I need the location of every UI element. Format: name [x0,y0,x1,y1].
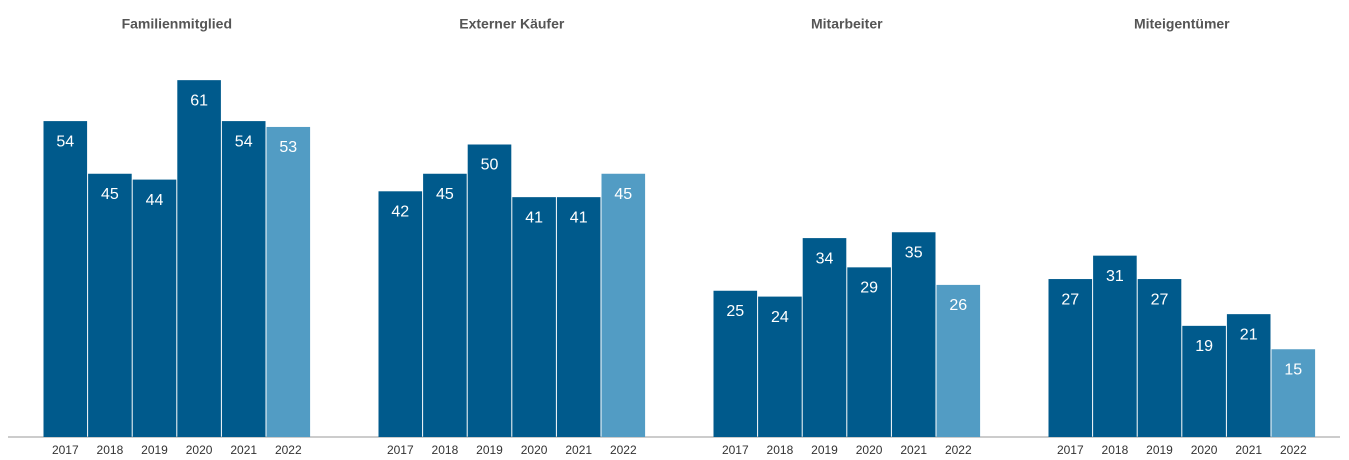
data-label: 53 [279,139,297,156]
x-tick-label: 2022 [945,443,972,457]
bar [936,284,981,437]
data-label: 54 [235,133,253,150]
x-tick-label: 2017 [1057,443,1084,457]
x-tick-label: 2018 [432,443,459,457]
bar [43,121,88,437]
x-tick-label: 2022 [1280,443,1307,457]
data-label: 45 [614,186,632,203]
x-tick-label: 2021 [1235,443,1262,457]
bar [221,121,266,437]
bar [177,80,221,438]
data-label: 29 [860,280,878,297]
data-label: 45 [436,186,454,203]
bar [88,173,132,437]
x-tick-label: 2021 [900,443,927,457]
bar [847,267,891,437]
bar [1182,325,1226,437]
bar [266,126,311,437]
x-tick-label: 2018 [767,443,794,457]
data-label: 61 [190,92,208,109]
bar [1093,255,1137,437]
data-label: 45 [101,186,119,203]
data-label: 44 [146,192,164,209]
bar [556,197,601,437]
x-tick-label: 2019 [811,443,838,457]
x-tick-label: 2017 [52,443,79,457]
data-label: 26 [949,297,967,314]
x-tick-label: 2021 [230,443,257,457]
x-tick-label: 2017 [387,443,414,457]
x-tick-label: 2020 [186,443,213,457]
bar [1137,279,1182,437]
data-label: 34 [816,250,834,267]
chart-title: Mitarbeiter [811,16,883,32]
x-tick-label: 2019 [1146,443,1173,457]
data-label: 41 [570,209,588,226]
x-tick-label: 2019 [476,443,503,457]
bar [132,179,177,437]
data-label: 35 [905,244,923,261]
x-tick-label: 2021 [565,443,592,457]
data-label: 42 [391,204,409,221]
data-label: 27 [1151,291,1169,308]
x-tick-label: 2018 [97,443,124,457]
data-label: 15 [1284,361,1302,378]
data-label: 54 [56,133,74,150]
bar [802,238,847,437]
bar [1226,314,1271,437]
x-tick-label: 2020 [521,443,548,457]
x-tick-label: 2018 [1102,443,1129,457]
chart-title: Familienmitglied [122,16,232,32]
bar [467,144,512,437]
bar [1271,349,1316,437]
data-label: 31 [1106,268,1124,285]
x-tick-label: 2022 [275,443,302,457]
bar [713,290,758,437]
bar [512,197,556,437]
data-label: 19 [1195,338,1213,355]
data-label: 24 [771,309,789,326]
data-label: 25 [726,303,744,320]
data-label: 41 [525,209,543,226]
bar [378,191,423,437]
bar [601,173,646,437]
chart-title: Externer Käufer [459,16,565,32]
bar [758,296,802,437]
x-tick-label: 2022 [610,443,637,457]
data-label: 50 [481,157,499,174]
x-tick-label: 2020 [1191,443,1218,457]
chart-title: Miteigentümer [1134,16,1230,32]
x-tick-label: 2020 [856,443,883,457]
bar [423,173,467,437]
data-label: 21 [1240,326,1258,343]
data-label: 27 [1061,291,1079,308]
bar [891,232,936,437]
x-tick-label: 2017 [722,443,749,457]
x-tick-label: 2019 [141,443,168,457]
bar [1048,279,1093,437]
